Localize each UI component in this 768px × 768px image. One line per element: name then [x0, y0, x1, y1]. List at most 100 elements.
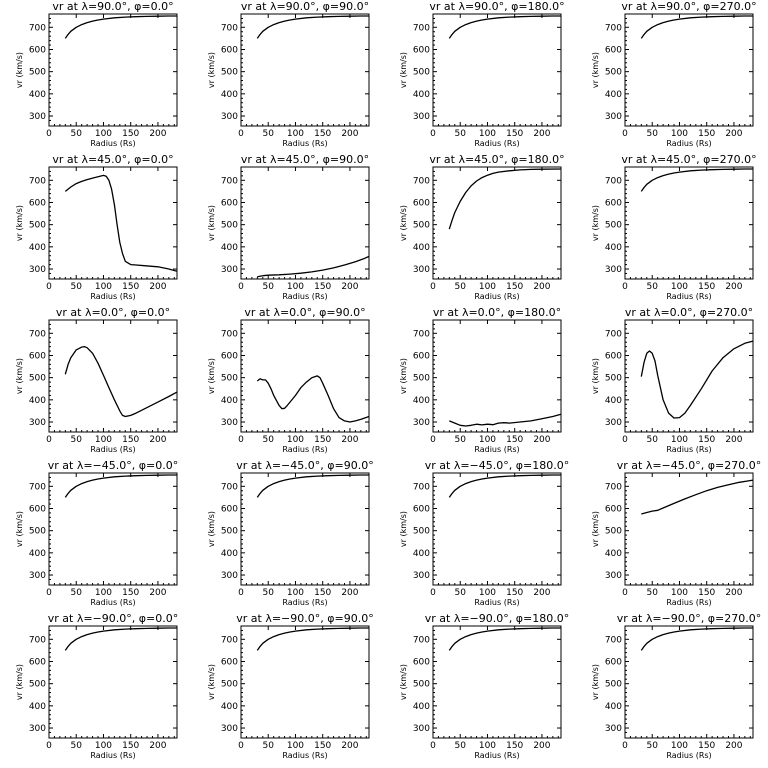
- x-tick-label: 0: [238, 741, 244, 751]
- x-tick-label: 100: [671, 588, 688, 598]
- chart-title: vr at λ=−90.0°, φ=0.0°: [48, 612, 178, 625]
- x-tick-label: 150: [122, 129, 139, 139]
- y-axis-label: vr (km/s): [15, 358, 24, 394]
- chart-panel: vr at λ=−90.0°, φ=270.0° 0 50 100 150 200 300 4…: [591, 612, 761, 760]
- y-tick-label: 400: [413, 396, 430, 406]
- series-line: [256, 474, 369, 498]
- x-tick-label: 100: [287, 129, 304, 139]
- y-axis-label: vr (km/s): [399, 358, 408, 394]
- x-tick-label: 100: [671, 129, 688, 139]
- series-line: [448, 627, 561, 651]
- y-tick-label: 300: [605, 265, 622, 275]
- x-tick-label: 50: [647, 741, 659, 751]
- y-tick-label: 400: [413, 702, 430, 712]
- x-tick-label: 50: [71, 435, 83, 445]
- x-tick-label: 200: [725, 129, 742, 139]
- plot-frame: [432, 472, 562, 586]
- y-tick-label: 400: [29, 396, 46, 406]
- y-tick-label: 300: [221, 571, 238, 581]
- x-tick-label: 150: [506, 588, 523, 598]
- x-tick-label: 100: [671, 741, 688, 751]
- x-tick-label: 200: [725, 435, 742, 445]
- x-tick-label: 0: [622, 129, 628, 139]
- x-tick-label: 200: [533, 588, 550, 598]
- y-tick-label: 300: [29, 265, 46, 275]
- series-line: [448, 168, 562, 230]
- x-tick-label: 0: [46, 588, 52, 598]
- y-axis-label: vr (km/s): [207, 358, 216, 394]
- x-axis-label: Radius (Rs): [474, 751, 519, 760]
- x-tick-label: 0: [430, 588, 436, 598]
- series-line: [641, 479, 754, 515]
- chart-panel: vr at λ=0.0°, φ=0.0° 0 50 100 150 200 300 400 50…: [15, 306, 178, 454]
- x-tick-label: 50: [263, 588, 275, 598]
- chart-panel: vr at λ=−45.0°, φ=0.0° 0 50 100 150 200 300 400…: [15, 459, 178, 607]
- y-tick-label: 500: [221, 527, 238, 537]
- y-tick-label: 600: [221, 45, 238, 55]
- y-axis-label: vr (km/s): [15, 511, 24, 547]
- x-tick-label: 100: [479, 282, 496, 292]
- y-tick-label: 500: [605, 374, 622, 384]
- plot-frame: [240, 13, 370, 127]
- x-tick-label: 100: [95, 282, 112, 292]
- x-tick-label: 100: [287, 282, 304, 292]
- series-line: [256, 375, 370, 423]
- x-tick-label: 150: [122, 588, 139, 598]
- x-tick-label: 0: [46, 435, 52, 445]
- y-tick-label: 700: [29, 23, 46, 33]
- x-tick-label: 100: [95, 129, 112, 139]
- x-tick-label: 50: [455, 741, 467, 751]
- y-tick-label: 300: [221, 265, 238, 275]
- y-axis-label: vr (km/s): [15, 205, 24, 241]
- x-tick-label: 0: [430, 435, 436, 445]
- y-tick-label: 400: [413, 90, 430, 100]
- x-tick-label: 50: [647, 435, 659, 445]
- chart-panel: vr at λ=0.0°, φ=90.0° 0 50 100 150 200 300 400 5…: [207, 306, 370, 454]
- y-tick-label: 700: [221, 176, 238, 186]
- x-tick-label: 150: [314, 435, 331, 445]
- x-tick-label: 50: [455, 129, 467, 139]
- x-tick-label: 200: [341, 588, 358, 598]
- y-tick-label: 300: [605, 112, 622, 122]
- y-tick-label: 700: [605, 23, 622, 33]
- y-tick-label: 700: [605, 482, 622, 492]
- y-tick-label: 300: [413, 265, 430, 275]
- x-tick-label: 0: [238, 588, 244, 598]
- x-tick-label: 200: [149, 588, 166, 598]
- x-tick-label: 200: [149, 129, 166, 139]
- x-tick-label: 50: [71, 588, 83, 598]
- x-tick-label: 200: [149, 741, 166, 751]
- y-tick-label: 400: [605, 702, 622, 712]
- x-tick-label: 0: [46, 282, 52, 292]
- plot-frame: [240, 319, 370, 433]
- chart-title: vr at λ=90.0°, φ=180.0°: [429, 0, 564, 13]
- x-tick-label: 50: [71, 129, 83, 139]
- y-tick-label: 500: [413, 68, 430, 78]
- y-tick-label: 500: [413, 374, 430, 384]
- chart-title: vr at λ=0.0°, φ=270.0°: [625, 306, 753, 319]
- plot-frame: [432, 166, 562, 280]
- x-tick-label: 100: [479, 741, 496, 751]
- chart-title: vr at λ=0.0°, φ=90.0°: [244, 306, 365, 319]
- chart-title: vr at λ=0.0°, φ=180.0°: [433, 306, 561, 319]
- x-tick-label: 50: [71, 282, 83, 292]
- y-tick-label: 300: [221, 724, 238, 734]
- x-tick-label: 0: [46, 741, 52, 751]
- x-axis-label: Radius (Rs): [90, 598, 135, 607]
- y-tick-label: 400: [413, 243, 430, 253]
- y-tick-label: 600: [605, 45, 622, 55]
- y-tick-label: 400: [29, 702, 46, 712]
- x-axis-label: Radius (Rs): [90, 292, 135, 301]
- y-tick-label: 700: [413, 635, 430, 645]
- y-tick-label: 700: [413, 329, 430, 339]
- y-tick-label: 500: [413, 527, 430, 537]
- series-line: [64, 174, 178, 272]
- chart-title: vr at λ=−45.0°, φ=90.0°: [236, 459, 373, 472]
- y-tick-label: 700: [29, 482, 46, 492]
- series-line: [449, 413, 562, 427]
- x-tick-label: 50: [71, 741, 83, 751]
- plot-frame: [432, 13, 562, 127]
- y-tick-label: 400: [221, 90, 238, 100]
- chart-panel: vr at λ=45.0°, φ=180.0° 0 50 100 150 200 300 40…: [399, 153, 565, 301]
